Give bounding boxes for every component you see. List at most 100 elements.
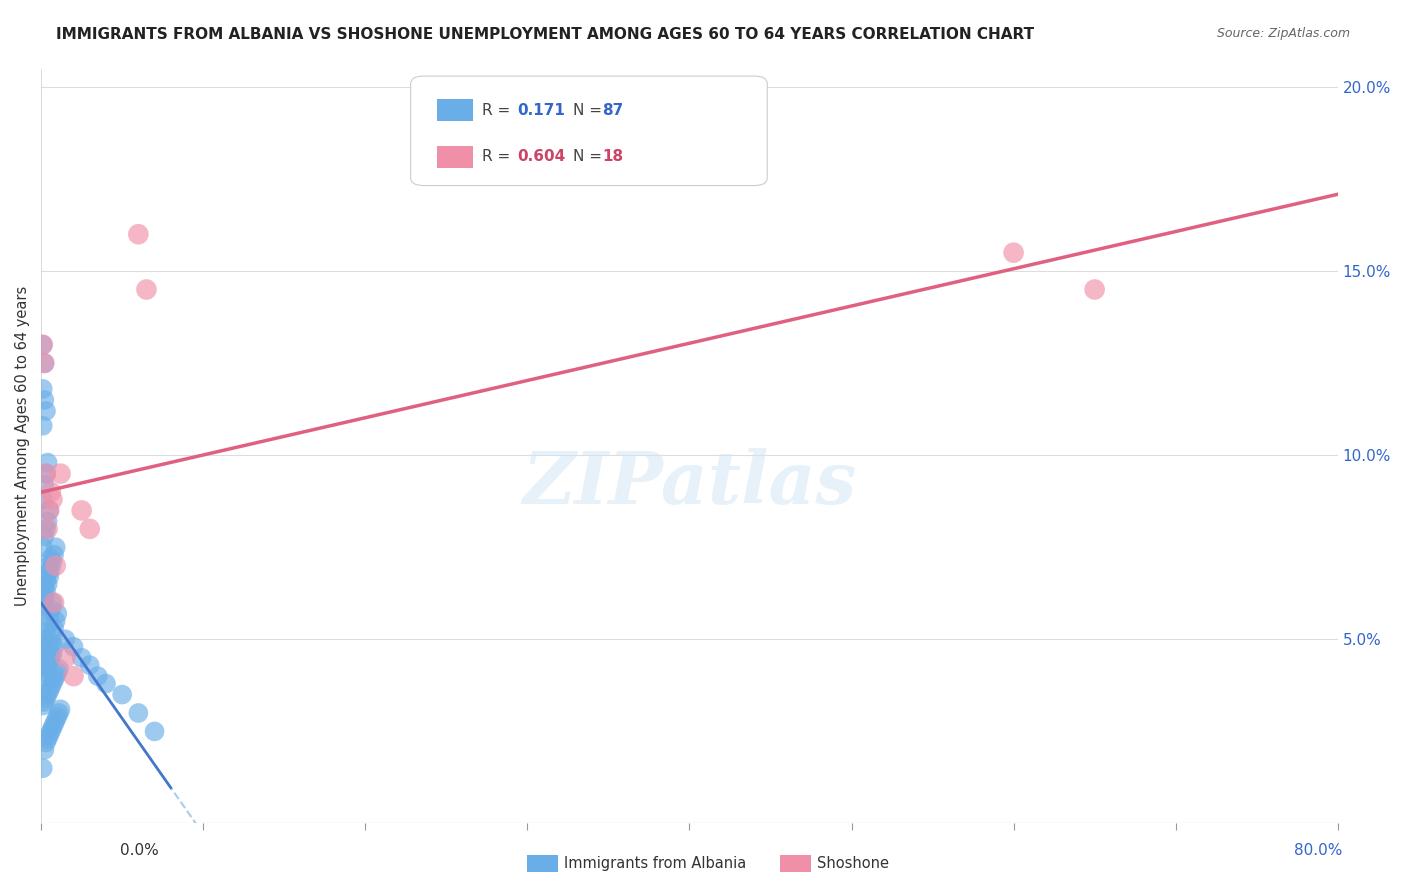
Text: ZIPatlas: ZIPatlas <box>523 449 856 519</box>
Point <box>31 492 53 507</box>
Bar <box>437 99 472 121</box>
Point <box>42 640 65 654</box>
Point <box>79 522 101 536</box>
Point <box>41 595 63 609</box>
Text: IMMIGRANTS FROM ALBANIA VS SHOSHONE UNEMPLOYMENT AMONG AGES 60 TO 64 YEARS CORRE: IMMIGRANTS FROM ALBANIA VS SHOSHONE UNEM… <box>56 27 1035 42</box>
Point <box>31 382 53 396</box>
Point <box>31 658 53 673</box>
Point <box>35 735 58 749</box>
Point <box>38 684 60 698</box>
Point <box>31 599 53 614</box>
Point <box>41 647 63 661</box>
Point <box>31 588 53 602</box>
Point <box>34 529 56 543</box>
Point <box>41 676 63 690</box>
Point <box>35 404 58 418</box>
Text: 0.0%: 0.0% <box>120 843 159 858</box>
Point <box>37 577 59 591</box>
Point <box>45 714 67 728</box>
Point <box>1002 245 1025 260</box>
Point <box>45 669 67 683</box>
Point <box>38 655 60 669</box>
FancyBboxPatch shape <box>411 76 768 186</box>
Text: R =: R = <box>482 103 515 118</box>
Point <box>37 688 59 702</box>
Point <box>37 522 59 536</box>
Point <box>94 676 117 690</box>
Y-axis label: Unemployment Among Ages 60 to 64 years: Unemployment Among Ages 60 to 64 years <box>15 285 30 607</box>
Text: 0.171: 0.171 <box>517 103 565 118</box>
Point <box>41 721 63 735</box>
Text: R =: R = <box>482 149 515 164</box>
Point <box>34 581 56 595</box>
Point <box>31 337 53 351</box>
Point <box>34 695 56 709</box>
Point <box>38 643 60 657</box>
Point <box>55 650 77 665</box>
Point <box>87 669 110 683</box>
Point <box>42 673 65 687</box>
Point <box>37 647 59 661</box>
Point <box>111 688 134 702</box>
Text: 0.604: 0.604 <box>517 149 565 164</box>
Point <box>35 467 58 481</box>
Point <box>39 551 62 566</box>
Point <box>31 669 53 683</box>
Point <box>35 584 58 599</box>
Point <box>39 636 62 650</box>
Point <box>37 566 59 580</box>
Point <box>34 655 56 669</box>
Point <box>35 467 58 481</box>
Bar <box>437 145 472 169</box>
Point <box>39 562 62 576</box>
Point <box>38 503 60 517</box>
Point <box>143 724 166 739</box>
Point <box>41 555 63 569</box>
Point <box>49 702 72 716</box>
Point <box>135 283 157 297</box>
Text: Immigrants from Albania: Immigrants from Albania <box>564 856 747 871</box>
Point <box>38 558 60 573</box>
Point <box>35 691 58 706</box>
Point <box>37 617 59 632</box>
Point <box>70 650 93 665</box>
Point <box>46 665 69 680</box>
Text: 87: 87 <box>603 103 624 118</box>
Text: N =: N = <box>572 103 606 118</box>
Point <box>45 558 67 573</box>
Point <box>46 709 69 723</box>
Point <box>35 650 58 665</box>
Point <box>46 607 69 621</box>
Point <box>31 636 53 650</box>
Point <box>39 724 62 739</box>
Point <box>42 717 65 731</box>
Point <box>38 728 60 742</box>
Point <box>34 743 56 757</box>
Point <box>39 603 62 617</box>
Point <box>34 356 56 370</box>
Point <box>34 477 56 491</box>
Text: 18: 18 <box>603 149 624 164</box>
Point <box>38 610 60 624</box>
Point <box>79 658 101 673</box>
Point <box>34 591 56 606</box>
Point <box>55 632 77 647</box>
Point <box>31 337 53 351</box>
Point <box>39 680 62 694</box>
Point <box>38 570 60 584</box>
Point <box>34 665 56 680</box>
Point <box>37 515 59 529</box>
Point <box>37 658 59 673</box>
Point <box>38 503 60 517</box>
Point <box>37 456 59 470</box>
Point <box>39 650 62 665</box>
Point <box>41 629 63 643</box>
Point <box>42 595 65 609</box>
Point <box>34 632 56 647</box>
Point <box>35 522 58 536</box>
Point <box>48 662 70 676</box>
Point <box>41 492 63 507</box>
Text: Shoshone: Shoshone <box>817 856 889 871</box>
Point <box>1084 283 1107 297</box>
Point <box>37 731 59 746</box>
